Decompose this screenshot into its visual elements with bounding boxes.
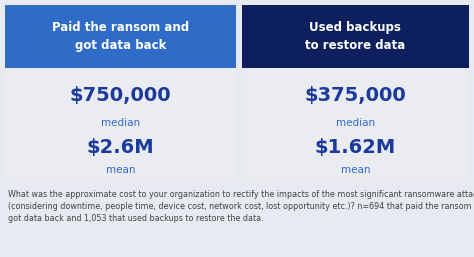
Bar: [242, 5, 469, 68]
Bar: [5, 5, 236, 183]
Text: mean: mean: [106, 165, 136, 175]
Text: Paid the ransom and
got data back: Paid the ransom and got data back: [52, 21, 189, 52]
Bar: [242, 5, 469, 183]
Text: $750,000: $750,000: [70, 86, 172, 105]
Text: $2.6M: $2.6M: [87, 139, 155, 158]
Text: $1.62M: $1.62M: [315, 139, 396, 158]
Text: median: median: [101, 118, 140, 128]
Text: What was the approximate cost to your organization to rectify the impacts of the: What was the approximate cost to your or…: [8, 190, 474, 223]
Text: Used backups
to restore data: Used backups to restore data: [305, 21, 406, 52]
Bar: [5, 185, 469, 252]
Text: median: median: [336, 118, 375, 128]
Bar: [5, 5, 236, 68]
Text: $375,000: $375,000: [305, 86, 406, 105]
Text: mean: mean: [341, 165, 370, 175]
